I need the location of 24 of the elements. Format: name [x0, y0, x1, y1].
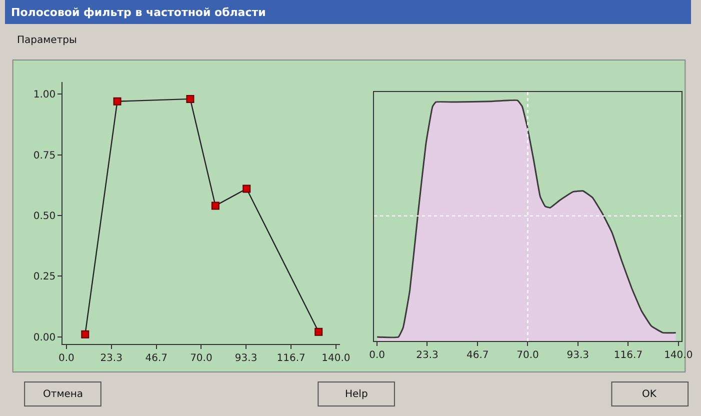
x-tick-label: 23.3 — [100, 353, 122, 364]
text: Help — [345, 389, 368, 400]
x-tick-label: 93.3 — [234, 353, 258, 364]
y-tick-label: 0.00 — [33, 332, 56, 344]
x-tick-label: 140.0 — [322, 353, 350, 364]
x-tick-label: 46.7 — [145, 353, 168, 364]
text: OK — [642, 389, 657, 400]
y-tick-label: 0.75 — [33, 150, 56, 162]
y-tick-label: 0.25 — [33, 272, 56, 283]
y-tick-label: 0.50 — [33, 210, 56, 222]
x-tick-label: 23.3 — [416, 350, 438, 362]
x-tick-label: 93.3 — [566, 350, 590, 362]
text: Параметры — [17, 35, 77, 46]
y-tick-label: 1.00 — [33, 90, 56, 101]
x-tick-label: 70.0 — [516, 350, 539, 362]
x-tick-label: 0.0 — [369, 350, 386, 362]
text: Отмена — [43, 389, 84, 400]
x-tick-label: 70.0 — [190, 353, 212, 364]
x-tick-label: 46.7 — [466, 350, 489, 362]
x-tick-label: 116.7 — [614, 350, 643, 362]
x-tick-label: 140.0 — [664, 350, 693, 362]
x-tick-label: 0.0 — [58, 353, 74, 364]
chart-title: Полосовой фильтр в частотной области — [11, 6, 266, 19]
x-tick-label: 116.7 — [276, 353, 306, 364]
